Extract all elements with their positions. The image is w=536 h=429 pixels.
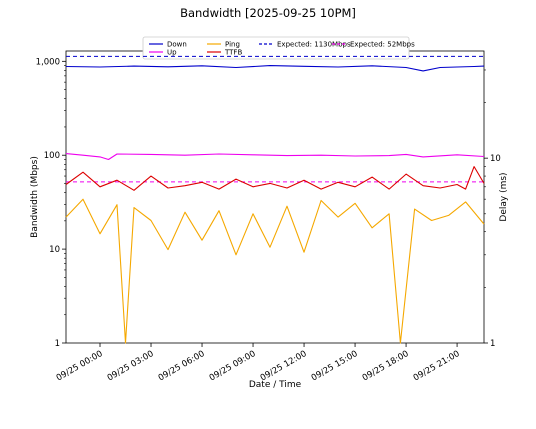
x-axis-ticks: 09/25 00:00 09/25 03:00 09/25 06:00 09/25 0… — [55, 343, 462, 383]
x-axis-label: Date / Time — [249, 380, 302, 390]
y-axis-label: Bandwidth (Mbps) — [30, 156, 40, 238]
chart-title: Bandwidth [2025-09-25 10PM] — [180, 6, 356, 20]
y-axis-ticks: 1 10 100 1,000 — [36, 57, 66, 349]
reference-lines — [66, 55, 484, 183]
x-tick-label: 09/25 09:00 — [208, 349, 258, 384]
x-tick-label: 09/25 06:00 — [157, 349, 207, 384]
legend-label: Expected: 1130Mbps — [277, 41, 351, 49]
x-tick-label: 09/25 15:00 — [310, 349, 360, 384]
series-lines — [65, 65, 485, 344]
y-tick-label: 100 — [44, 151, 60, 161]
y-tick-label: 1,000 — [36, 57, 60, 67]
legend-label: TTFB — [224, 49, 242, 57]
y-tick-label: 10 — [49, 245, 60, 255]
series-line-ttfb — [65, 166, 485, 191]
y2-axis-ticks: 1 10 — [484, 69, 501, 349]
x-tick-label: 09/25 18:00 — [361, 349, 411, 384]
x-tick-label: 09/25 12:00 — [259, 349, 309, 384]
legend-label: Down — [167, 41, 187, 49]
legend-box — [142, 36, 410, 60]
series-line-ping — [65, 198, 485, 344]
legend-label: Expected: 52Mbps — [350, 41, 415, 49]
x-tick-label: 09/25 00:00 — [55, 349, 105, 384]
y-tick-label: 1 — [55, 339, 60, 349]
series-line-up — [65, 153, 485, 161]
legend-label: Ping — [225, 41, 240, 49]
legend-label: Up — [167, 49, 177, 57]
x-tick-label: 09/25 21:00 — [412, 349, 462, 384]
series-line-down — [65, 65, 485, 72]
x-tick-label: 09/25 03:00 — [106, 349, 156, 384]
y2-axis-label: Delay (ms) — [499, 172, 509, 221]
y2-tick-label: 10 — [490, 154, 501, 164]
y2-tick-label: 1 — [490, 339, 495, 349]
